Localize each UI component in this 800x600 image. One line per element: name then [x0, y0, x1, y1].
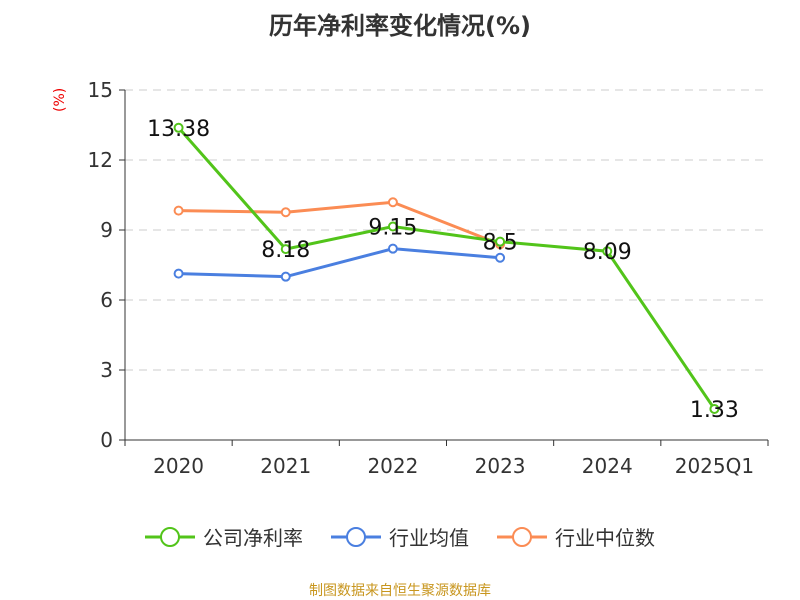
series-line	[178, 247, 501, 279]
data-point	[387, 221, 398, 232]
y-tick-label: 0	[100, 428, 113, 452]
legend-label: 行业均值	[389, 526, 469, 550]
x-tick-label: 2025Q1	[675, 454, 754, 478]
data-point	[173, 268, 184, 279]
data-label: 8.18	[261, 238, 310, 263]
legend-marker-icon	[145, 526, 195, 547]
data-point	[280, 207, 291, 218]
data-point	[495, 236, 506, 247]
y-tick-label: 12	[88, 148, 113, 172]
legend-item[interactable]: 行业中位数	[497, 522, 655, 551]
series-line	[177, 126, 716, 410]
x-tick-label: 2024	[582, 454, 633, 478]
series-line	[178, 200, 501, 246]
x-tick-label: 2021	[260, 454, 311, 478]
data-label: 9.15	[368, 216, 417, 241]
y-tick-label: 6	[100, 288, 113, 312]
y-tick-label: 9	[100, 218, 113, 242]
data-point	[709, 403, 720, 414]
data-point	[495, 252, 506, 263]
legend-marker-icon	[497, 526, 547, 547]
data-label: 1.33	[690, 398, 739, 423]
data-point	[173, 205, 184, 216]
legend-label: 行业中位数	[555, 526, 655, 550]
legend-marker-icon	[331, 526, 381, 547]
data-label: 8.09	[583, 240, 632, 265]
x-tick-label: 2023	[475, 454, 526, 478]
x-tick-label: 2022	[367, 454, 418, 478]
chart-title: 历年净利率变化情况(%)	[269, 12, 531, 40]
y-tick-label: 15	[88, 78, 113, 102]
data-point	[602, 246, 613, 257]
data-point	[280, 244, 291, 255]
data-point	[280, 271, 291, 282]
legend-label: 公司净利率	[203, 526, 303, 550]
data-point	[387, 243, 398, 254]
data-label: 8.5	[483, 231, 518, 256]
y-tick-label: 3	[100, 358, 113, 382]
source-note: 制图数据来自恒生聚源数据库	[309, 583, 491, 599]
legend: 公司净利率 行业均值 行业中位数	[0, 522, 800, 551]
data-point	[173, 122, 184, 133]
legend-item[interactable]: 公司净利率	[145, 522, 303, 551]
data-point	[387, 197, 398, 208]
x-tick-label: 2020	[153, 454, 204, 478]
data-label: 13.38	[147, 117, 210, 142]
legend-item[interactable]: 行业均值	[331, 522, 469, 551]
